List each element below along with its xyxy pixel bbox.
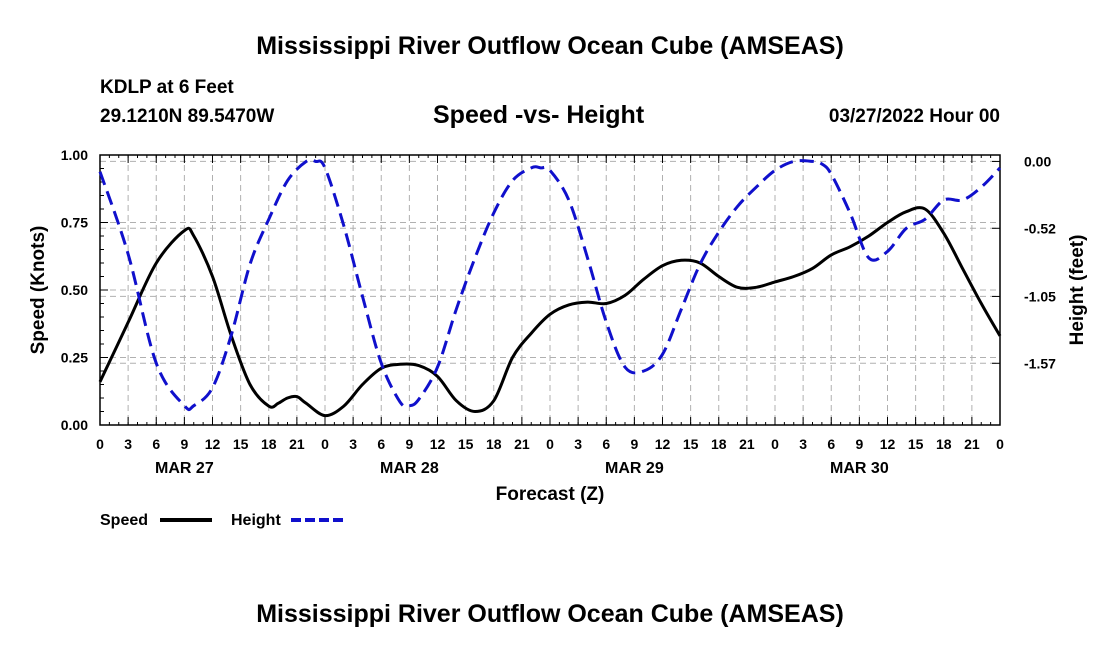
x-tick-label: 6 (377, 436, 385, 452)
chart-title: Speed -vs- Height (433, 101, 645, 129)
x-tick-label: 6 (152, 436, 160, 452)
x-tick-label: 9 (180, 436, 188, 452)
legend-height-label: Height (231, 512, 281, 529)
y-axis-right-label: Height (feet) (1067, 235, 1088, 346)
x-tick-label: 9 (855, 436, 863, 452)
legend: Speed Height (100, 512, 343, 529)
x-tick-label: 21 (739, 436, 755, 452)
x-tick-label: 0 (321, 436, 329, 452)
x-tick-label: 0 (996, 436, 1004, 452)
y-left-tick-label: 0.25 (61, 350, 88, 366)
x-tick-label: 3 (124, 436, 132, 452)
x-tick-label: 12 (430, 436, 446, 452)
x-tick-label: 21 (514, 436, 530, 452)
series-line-height (98, 158, 1002, 412)
x-date-label: MAR 28 (380, 460, 439, 477)
x-tick-label: 15 (458, 436, 474, 452)
x-tick-label: 18 (711, 436, 727, 452)
location-label: 29.1210N 89.5470W (100, 106, 275, 127)
x-tick-label: 3 (799, 436, 807, 452)
station-label: KDLP at 6 Feet (100, 77, 234, 98)
x-tick-label: 18 (261, 436, 277, 452)
y-left-tick-label: 1.00 (61, 147, 88, 163)
x-tick-label: 3 (574, 436, 582, 452)
x-tick-label: 21 (289, 436, 305, 452)
y-right-tick-label: -0.52 (1024, 220, 1056, 236)
x-tick-label: 12 (880, 436, 896, 452)
x-tick-label: 6 (602, 436, 610, 452)
x-tick-label: 9 (630, 436, 638, 452)
y-axis-left-label: Speed (Knots) (28, 226, 49, 355)
legend-speed-label: Speed (100, 512, 148, 529)
x-tick-label: 0 (96, 436, 104, 452)
series-line-speed (98, 206, 1002, 418)
x-tick-label: 0 (546, 436, 554, 452)
x-axis-label: Forecast (Z) (496, 484, 605, 505)
x-tick-label: 21 (964, 436, 980, 452)
y-left-tick-label: 0.75 (61, 215, 88, 231)
y-left-tick-label: 0.50 (61, 282, 88, 298)
x-tick-label: 9 (405, 436, 413, 452)
footer-title: Mississippi River Outflow Ocean Cube (AM… (256, 600, 844, 628)
x-tick-label: 12 (205, 436, 221, 452)
main-title: Mississippi River Outflow Ocean Cube (AM… (256, 32, 844, 60)
x-tick-label: 6 (827, 436, 835, 452)
x-tick-label: 12 (655, 436, 671, 452)
x-date-label: MAR 29 (605, 460, 664, 477)
x-tick-label: 18 (486, 436, 502, 452)
x-tick-label: 15 (233, 436, 249, 452)
y-right-tick-label: 0.00 (1024, 153, 1051, 169)
x-date-label: MAR 30 (830, 460, 889, 477)
axes: 0 3 6 9 12 15 18 21 0 3 6 9 12 15 18 21 0 3 6 9 12 15 18 21 0 3 6 9… (61, 147, 1056, 477)
x-tick-label: 3 (349, 436, 357, 452)
x-tick-label: 18 (936, 436, 952, 452)
y-left-tick-label: 0.00 (61, 417, 88, 433)
y-right-tick-label: -1.05 (1024, 288, 1056, 304)
datetime-label: 03/27/2022 Hour 00 (828, 106, 1000, 127)
x-tick-label: 15 (908, 436, 924, 452)
y-right-tick-label: -1.57 (1024, 355, 1056, 371)
x-tick-label: 15 (683, 436, 699, 452)
grid (100, 155, 1000, 425)
series (98, 158, 1002, 418)
x-date-label: MAR 27 (155, 460, 214, 477)
x-tick-label: 0 (771, 436, 779, 452)
